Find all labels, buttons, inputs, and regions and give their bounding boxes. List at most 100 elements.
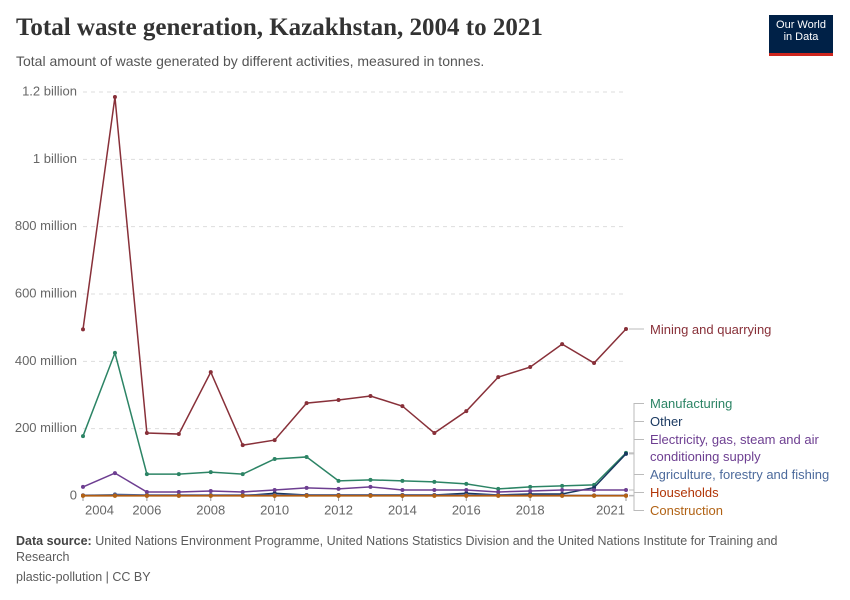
data-point <box>400 404 405 409</box>
legend-label[interactable]: Households <box>650 485 719 500</box>
y-tick-label: 0 <box>70 487 77 502</box>
chart-subtitle: Total amount of waste generated by diffe… <box>16 53 485 69</box>
x-tick-label: 2016 <box>452 502 481 517</box>
data-point <box>240 493 245 498</box>
data-point <box>624 487 628 492</box>
data-point <box>592 487 597 492</box>
data-point <box>81 327 85 332</box>
data-point <box>528 488 533 493</box>
y-tick-label: 1.2 billion <box>22 83 77 98</box>
data-point <box>144 472 149 477</box>
label-connector <box>629 421 644 455</box>
y-tick-label: 200 million <box>15 420 77 435</box>
data-point <box>112 471 117 476</box>
data-point <box>560 483 565 488</box>
label-connector <box>629 403 644 454</box>
legend-label[interactable]: Manufacturing <box>650 396 733 411</box>
legend-label[interactable]: Electricity, gas, steam and air conditio… <box>650 432 819 464</box>
data-point <box>240 489 245 494</box>
x-tick-label: 2008 <box>196 502 225 517</box>
x-tick-label: 2021 <box>596 502 625 517</box>
data-point <box>112 493 117 498</box>
footer-note: plastic-pollution | CC BY <box>16 570 151 584</box>
x-tick-label: 2006 <box>132 502 161 517</box>
data-point <box>368 484 373 489</box>
logo-text: Our World in Data <box>776 19 826 43</box>
data-point <box>81 484 85 489</box>
data-point <box>336 398 341 403</box>
series-line <box>82 96 627 446</box>
data-point <box>432 479 437 484</box>
data-point <box>336 478 341 483</box>
data-point <box>560 487 565 492</box>
logo[interactable]: Our World in Data <box>769 15 833 56</box>
data-point <box>272 438 277 443</box>
data-point <box>368 477 373 482</box>
x-tick-label: 2014 <box>388 502 417 517</box>
data-point <box>464 493 469 498</box>
data-point <box>528 493 533 498</box>
data-point <box>464 409 469 414</box>
data-point <box>496 375 501 380</box>
data-point <box>496 489 501 494</box>
series-line <box>82 472 626 493</box>
data-point <box>432 431 437 436</box>
data-point <box>176 493 181 498</box>
data-point <box>528 365 533 370</box>
data-point <box>176 472 181 477</box>
y-tick-label: 400 million <box>15 353 77 368</box>
data-point <box>624 327 628 332</box>
data-point <box>272 456 277 461</box>
data-point <box>208 470 213 475</box>
data-point <box>144 431 149 436</box>
data-point <box>336 493 341 498</box>
x-tick-label: 2018 <box>516 502 545 517</box>
data-point <box>400 487 405 492</box>
x-tick-label: 2010 <box>260 502 289 517</box>
data-point <box>144 493 149 498</box>
chart-title: Total waste generation, Kazakhstan, 2004… <box>16 14 543 41</box>
data-point <box>240 443 245 448</box>
y-tick-label: 600 million <box>15 285 77 300</box>
data-point <box>368 493 373 498</box>
data-point <box>592 493 597 498</box>
data-point <box>496 486 501 491</box>
data-point <box>272 487 277 492</box>
data-point <box>400 493 405 498</box>
data-point <box>624 493 628 498</box>
legend-label[interactable]: Other <box>650 414 683 429</box>
source-label: Data source: <box>16 534 92 548</box>
legend-label[interactable]: Agriculture, forestry and fishing <box>650 467 830 482</box>
data-point <box>592 361 597 366</box>
y-tick-label: 1 billion <box>33 151 77 166</box>
data-point <box>208 493 213 498</box>
x-tick-label: 2012 <box>324 502 353 517</box>
data-point <box>176 432 181 437</box>
data-point <box>304 454 309 459</box>
label-connector <box>629 439 644 491</box>
source-text: United Nations Environment Programme, Un… <box>16 534 778 564</box>
data-point <box>144 489 149 494</box>
data-point <box>400 478 405 483</box>
data-point <box>272 493 277 498</box>
legend-label[interactable]: Construction <box>650 503 723 518</box>
data-point <box>528 484 533 489</box>
data-point <box>304 493 309 498</box>
data-point <box>208 488 213 493</box>
data-point <box>496 493 501 498</box>
data-point <box>624 451 628 456</box>
data-point <box>464 481 469 486</box>
series-line <box>82 350 627 490</box>
data-point <box>240 472 245 477</box>
data-point <box>560 493 565 498</box>
data-point <box>176 489 181 494</box>
data-point <box>112 350 117 355</box>
x-tick-label: 2004 <box>85 502 114 517</box>
label-connector <box>629 492 644 497</box>
data-point <box>81 434 85 439</box>
data-point <box>112 95 117 100</box>
legend-label[interactable]: Mining and quarrying <box>650 321 772 337</box>
data-point <box>304 401 309 406</box>
